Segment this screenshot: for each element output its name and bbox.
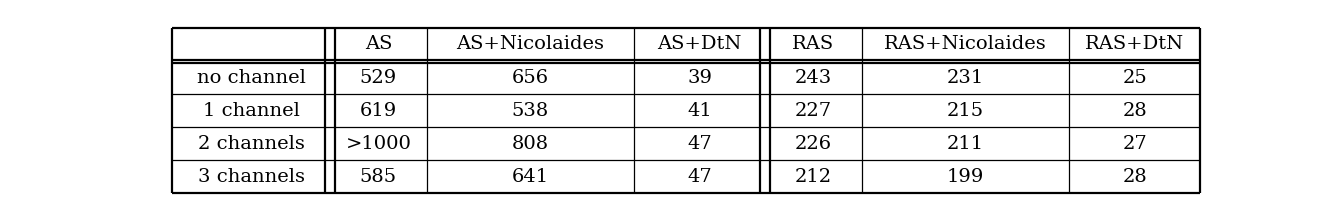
Text: AS+Nicolaides: AS+Nicolaides (456, 35, 604, 53)
Text: 41: 41 (687, 102, 713, 120)
Text: 226: 226 (794, 135, 832, 153)
Text: 27: 27 (1122, 135, 1147, 153)
Text: RAS+Nicolaides: RAS+Nicolaides (884, 35, 1047, 53)
Text: 808: 808 (512, 135, 550, 153)
Text: 619: 619 (360, 102, 397, 120)
Text: 656: 656 (512, 69, 550, 87)
Text: 28: 28 (1122, 168, 1147, 186)
Text: 2 channels: 2 channels (198, 135, 305, 153)
Text: 25: 25 (1122, 69, 1147, 87)
Text: 641: 641 (512, 168, 550, 186)
Text: 243: 243 (794, 69, 832, 87)
Text: 215: 215 (947, 102, 984, 120)
Text: 211: 211 (947, 135, 984, 153)
Text: 538: 538 (512, 102, 550, 120)
Text: 231: 231 (947, 69, 984, 87)
Text: 28: 28 (1122, 102, 1147, 120)
Text: >1000: >1000 (345, 135, 412, 153)
Text: 199: 199 (947, 168, 984, 186)
Text: 1 channel: 1 channel (203, 102, 299, 120)
Text: RAS: RAS (793, 35, 834, 53)
Text: 3 channels: 3 channels (198, 168, 305, 186)
Text: RAS+DtN: RAS+DtN (1086, 35, 1185, 53)
Text: AS: AS (365, 35, 392, 53)
Text: 47: 47 (687, 135, 713, 153)
Text: 212: 212 (794, 168, 832, 186)
Text: 529: 529 (360, 69, 397, 87)
Text: AS+DtN: AS+DtN (658, 35, 742, 53)
Text: 227: 227 (794, 102, 832, 120)
Text: no channel: no channel (197, 69, 306, 87)
Text: 39: 39 (687, 69, 713, 87)
Text: 47: 47 (687, 168, 713, 186)
Text: 585: 585 (360, 168, 397, 186)
